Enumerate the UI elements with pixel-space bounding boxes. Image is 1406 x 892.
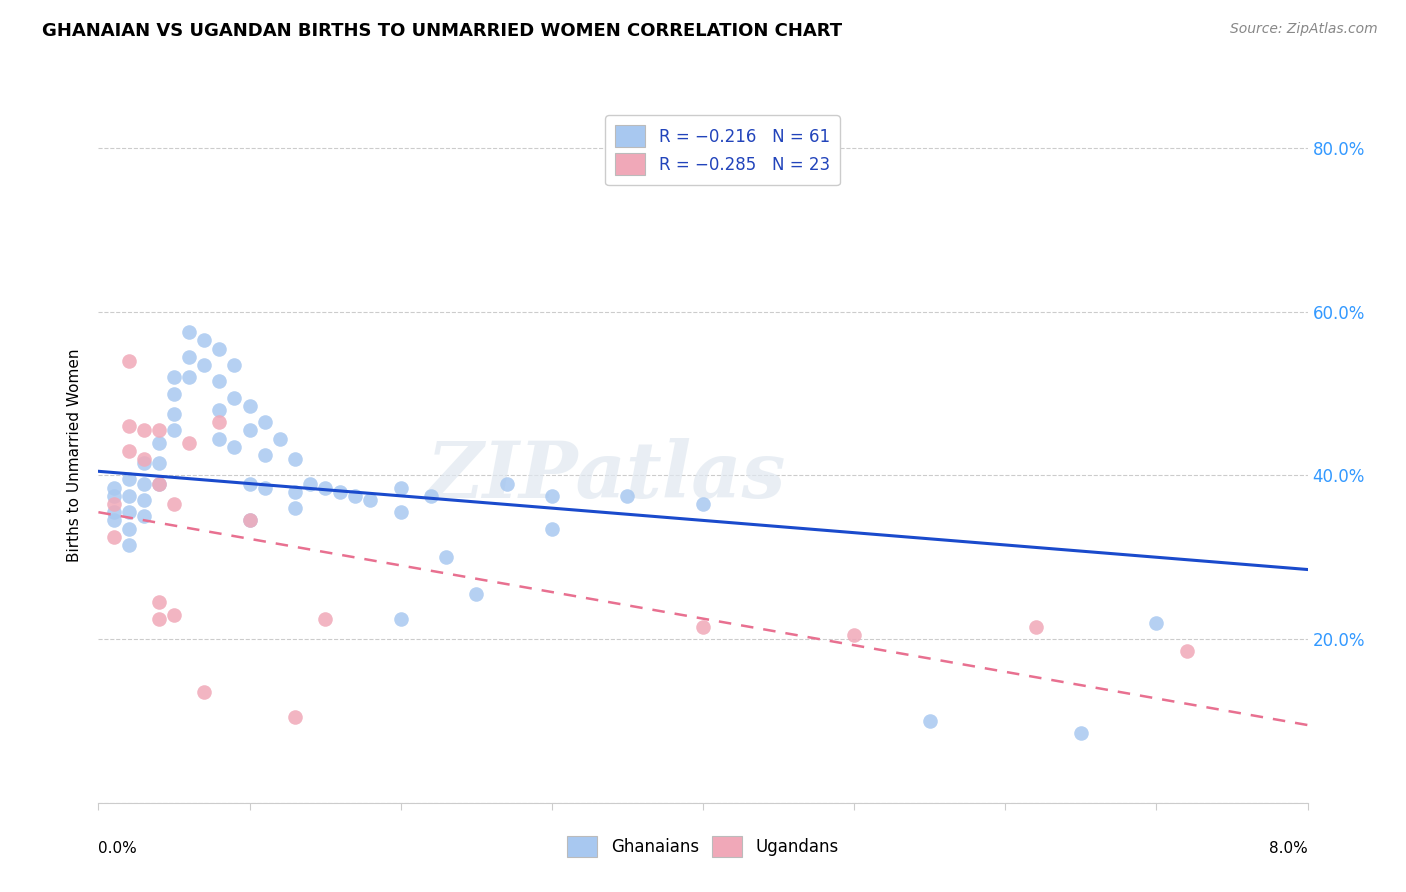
Point [692, 497, 714, 511]
Point [103, 505, 125, 519]
Point [103, 489, 125, 503]
Point [918, 714, 941, 728]
Text: 8.0%: 8.0% [1268, 841, 1308, 856]
Point [163, 423, 186, 437]
Point [208, 342, 231, 356]
Point [132, 476, 155, 491]
Point [253, 481, 276, 495]
Point [118, 522, 141, 536]
Point [284, 501, 307, 516]
Point [224, 391, 246, 405]
Point [495, 476, 517, 491]
Point [1146, 615, 1168, 630]
Text: GHANAIAN VS UGANDAN BIRTHS TO UNMARRIED WOMEN CORRELATION CHART: GHANAIAN VS UGANDAN BIRTHS TO UNMARRIED … [42, 22, 842, 40]
Point [389, 612, 412, 626]
Point [224, 440, 246, 454]
Point [132, 509, 155, 524]
Point [208, 403, 231, 417]
Text: ZIPatlas: ZIPatlas [426, 438, 786, 514]
Point [132, 492, 155, 507]
Point [465, 587, 488, 601]
Y-axis label: Births to Unmarried Women: Births to Unmarried Women [67, 348, 83, 562]
Point [1070, 726, 1092, 740]
Point [434, 550, 457, 565]
Point [103, 530, 125, 544]
Point [193, 334, 215, 348]
Point [148, 435, 170, 450]
Point [239, 399, 262, 413]
Point [239, 513, 262, 527]
Point [103, 513, 125, 527]
Point [132, 423, 155, 437]
Point [179, 350, 201, 364]
Point [179, 370, 201, 384]
Point [541, 522, 564, 536]
Point [208, 374, 231, 388]
Point [132, 452, 155, 467]
Point [224, 358, 246, 372]
Point [208, 432, 231, 446]
Point [163, 370, 186, 384]
Text: 0.0%: 0.0% [98, 841, 138, 856]
Point [616, 489, 638, 503]
Point [148, 456, 170, 470]
Point [118, 443, 141, 458]
Point [179, 325, 201, 339]
Point [253, 415, 276, 429]
Text: Source: ZipAtlas.com: Source: ZipAtlas.com [1230, 22, 1378, 37]
Point [163, 407, 186, 421]
Point [118, 538, 141, 552]
Point [148, 476, 170, 491]
Point [284, 710, 307, 724]
Point [148, 476, 170, 491]
Point [103, 497, 125, 511]
Point [193, 358, 215, 372]
Point [692, 620, 714, 634]
Point [132, 456, 155, 470]
Point [179, 435, 201, 450]
Point [844, 628, 866, 642]
Point [148, 595, 170, 609]
Point [314, 612, 336, 626]
Point [239, 423, 262, 437]
Point [269, 432, 291, 446]
Point [118, 505, 141, 519]
Point [299, 476, 322, 491]
Point [148, 423, 170, 437]
Point [360, 492, 382, 507]
Point [163, 607, 186, 622]
Point [541, 489, 564, 503]
Point [163, 386, 186, 401]
Point [329, 484, 352, 499]
Point [1175, 644, 1198, 658]
Point [118, 419, 141, 434]
Point [118, 353, 141, 368]
Point [284, 452, 307, 467]
Point [239, 513, 262, 527]
Legend: Ghanaians, Ugandans: Ghanaians, Ugandans [561, 830, 845, 864]
Point [314, 481, 336, 495]
Point [1025, 620, 1047, 634]
Point [344, 489, 367, 503]
Point [239, 476, 262, 491]
Point [389, 481, 412, 495]
Point [103, 481, 125, 495]
Point [148, 612, 170, 626]
Point [284, 484, 307, 499]
Point [118, 489, 141, 503]
Point [208, 415, 231, 429]
Point [253, 448, 276, 462]
Point [163, 497, 186, 511]
Point [118, 473, 141, 487]
Point [193, 685, 215, 699]
Point [420, 489, 443, 503]
Point [389, 505, 412, 519]
